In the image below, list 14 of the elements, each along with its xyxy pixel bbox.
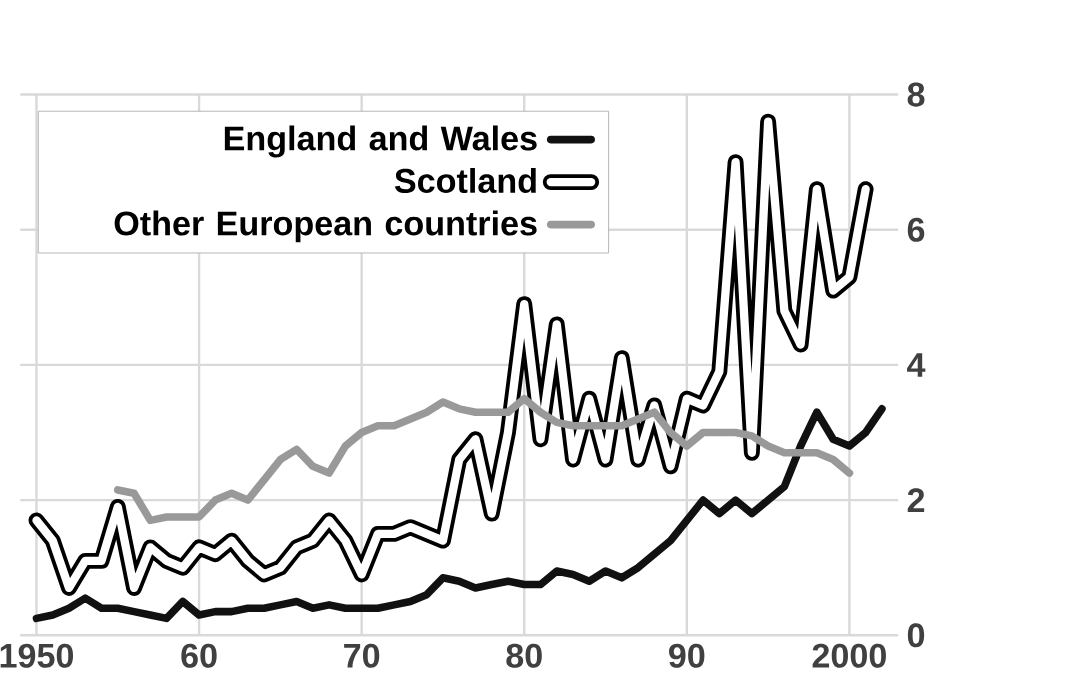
legend-label: Scotland (394, 168, 536, 194)
legend-label: Other European countries (114, 210, 537, 243)
x-tick-label: 60 (181, 643, 217, 668)
x-tick-label: 70 (344, 643, 380, 668)
x-tick-label: 80 (506, 643, 542, 668)
x-tick-label: 1950 (0, 643, 74, 668)
y-tick-label: 4 (907, 353, 926, 377)
y-tick-label: 2 (907, 488, 925, 513)
x-tick-label: 2000 (812, 643, 886, 668)
y-tick-label: 6 (907, 217, 925, 242)
y-tick-label: 0 (907, 623, 925, 648)
y-tick-label: 8 (907, 82, 925, 107)
x-tick-label: 90 (669, 643, 705, 668)
legend-label: England and Wales (224, 125, 537, 158)
